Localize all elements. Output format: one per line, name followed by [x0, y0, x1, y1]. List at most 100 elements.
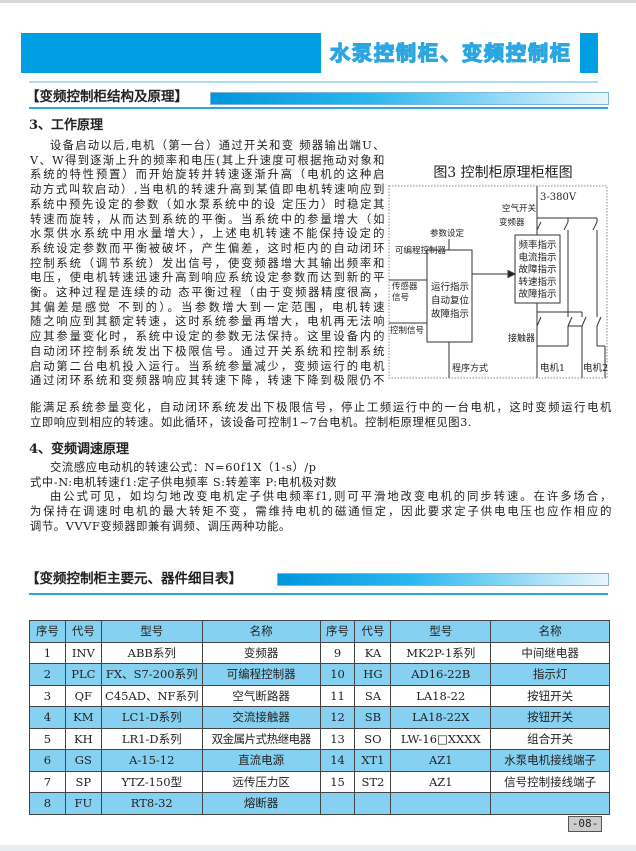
subheading-working-principle: 3、工作原理	[29, 118, 104, 133]
table-cell: FX、S7-200系列	[100, 663, 203, 686]
table-cell: C45AD、NF系列	[100, 684, 203, 707]
table-cell	[319, 792, 356, 815]
param-set-label: 参数设定	[430, 228, 465, 239]
controller-box	[426, 249, 473, 343]
table-cell: SA	[354, 684, 392, 707]
section-divider-2	[29, 593, 608, 595]
text-line: 随之响应到其额定转速，这时系统参量再增大，电机再无法响	[30, 315, 385, 329]
motor1-label: 电机1	[540, 362, 565, 374]
header-title: 水泵控制柜、变频控制柜	[329, 40, 572, 65]
table-cell: 2	[29, 663, 66, 686]
table-row: 3 QF C45AD、NF系列 空气断路器 11 SA LA18-22 按钮开关	[29, 684, 610, 707]
table-cell: 12	[319, 706, 356, 729]
text-line: 其偏差是感觉 不到的）。当参数增大到一定范围，电机转速	[30, 300, 385, 314]
text-line: 由公式可见，如均匀地改变电机定子供电频率f1,则可平滑地改变电机的同步转速。在许…	[50, 490, 612, 504]
text-line: 式中-N:电机转速f1:定子供电频率 S:转差率 P:电机极对数	[30, 475, 338, 489]
table-cell: 3	[29, 684, 66, 707]
table-cell: HG	[354, 663, 392, 686]
section-divider	[29, 107, 608, 109]
sensor-label-2: 信号	[392, 292, 409, 303]
table-cell: KM	[64, 706, 102, 729]
table-cell: LW-16□XXXX	[390, 727, 492, 750]
table-cell: 15	[319, 770, 356, 793]
table-cell: 6	[29, 749, 66, 772]
text-line: 应其参量变化时，系统中设定的参数无法保持。这里设备内的	[30, 330, 385, 344]
table-cell: 5	[29, 727, 66, 750]
table-row: 1 INV ABB系列 变频器 9 KA MK2P-1系列 中间继电器	[29, 641, 610, 664]
diagram-frame	[388, 185, 608, 379]
table-cell: SO	[354, 727, 392, 750]
plc-label: 可编程控制器	[395, 245, 447, 256]
table-cell: 空气断路器	[201, 684, 321, 707]
text-line: 自动闭环控制系统发出下极限信号。通过开关系统和控制系统	[30, 344, 385, 358]
program-mode-label: 程序方式	[452, 362, 488, 374]
table-cell: LC1-D系列	[100, 706, 203, 729]
table-cell: 9	[319, 641, 356, 664]
table-cell: 交流接触器	[201, 706, 321, 729]
table-cell: SP	[64, 770, 102, 793]
table-cell: 可编程控制器	[201, 663, 321, 686]
table-cell: 中间继电器	[490, 641, 610, 664]
table-cell: 熔断器	[201, 792, 321, 815]
table-cell: 7	[29, 770, 66, 793]
indicator-label: 故障指示	[518, 264, 556, 276]
table-cell: RT8-32	[100, 792, 203, 815]
table-row: 2 PLC FX、S7-200系列 可编程控制器 10 HG AD16-22B 指示灯	[29, 663, 610, 686]
diagram-title: 图3 控制柜原理柜框图	[433, 165, 572, 181]
table-cell: AZ1	[390, 749, 492, 772]
indicator-label: 故障指示	[431, 308, 469, 320]
section-title-bar	[210, 92, 609, 105]
table-row: 7 SP YTZ-150型 远传压力区 15 ST2 AZ1 信号控制接线端子	[29, 770, 610, 793]
table-cell: 14	[319, 749, 356, 772]
table-cell: 双金属片式热继电器	[201, 727, 321, 750]
table-cell: ST2	[354, 770, 392, 793]
components-table: 序号 代号 型号 名称 序号 代号 型号 名称 1 INV ABB系列 变频器 9 KA MK2P-1系列中…	[29, 620, 610, 815]
page-number: -08-	[568, 816, 602, 832]
column-header: 型号	[100, 620, 203, 643]
text-line: V、W得到逐渐上升的频率和电压(其上升速度可根据拖动对象和	[30, 153, 385, 167]
table-cell: MK2P-1系列	[390, 641, 492, 664]
indicator-label: 电流指示	[518, 251, 556, 263]
table-cell: ABB系列	[100, 641, 203, 664]
table-cell: LA18-22	[390, 684, 492, 707]
table-cell: 信号控制接线端子	[490, 770, 610, 793]
column-header: 序号	[319, 620, 356, 643]
text-line: 衡。这种过程是连续的动 态平衡过程（由于变频器精度很高，	[30, 286, 385, 299]
table-cell: 按钮开关	[490, 684, 610, 707]
table-cell: PLC	[64, 663, 102, 686]
table-cell: 13	[319, 727, 356, 750]
header-band	[21, 33, 321, 73]
table-cell: AD16-22B	[390, 663, 492, 686]
table-cell: QF	[64, 684, 102, 707]
table-cell: 组合开关	[490, 727, 610, 750]
table-cell: 指示灯	[490, 663, 610, 686]
table-cell	[490, 792, 610, 815]
text-line: 立即响应到相应的转速。如此循环，该设备可控制1~7台电机。控制柜原理框见图3.	[30, 415, 473, 429]
text-line: 动方式叫软启动）,当电机的转速升高到某值即电机转速响应到	[30, 183, 385, 197]
table-cell	[390, 792, 492, 815]
supply-label: 3-380V	[540, 192, 577, 203]
section-title-bar-2	[277, 573, 609, 586]
table-cell: XT1	[354, 749, 392, 772]
arrow-icon	[507, 269, 517, 279]
indicator-label: 转速指示	[518, 276, 556, 288]
text-line: 交流感应电动机的转速公式：N=60f1X（1-s）/p	[50, 461, 317, 474]
column-header: 名称	[490, 620, 610, 643]
table-cell: YTZ-150型	[100, 770, 203, 793]
table-cell: A-15-12	[100, 749, 203, 772]
column-header: 型号	[390, 620, 492, 643]
text-line: 能满足系统参量变化，自动闭环系统发出下极限信号，停止工频运行中的一台电机，这时变…	[30, 401, 612, 414]
table-cell	[354, 792, 392, 815]
table-cell: 10	[319, 663, 356, 686]
table-cell: 变频器	[201, 641, 321, 664]
section-title-components: 【变频控制柜主要元、器件细目表】	[26, 571, 242, 587]
table-cell: 1	[29, 641, 66, 664]
control-signal-label: 控制信号	[390, 325, 424, 336]
table-cell: AZ1	[390, 770, 492, 793]
indicator-label: 频率指示	[518, 239, 556, 251]
table-row: 4 KM LC1-D系列 交流接触器 12 SB LA18-22X 按钮开关	[29, 706, 610, 729]
column-header: 代号	[354, 620, 392, 643]
bottom-border	[0, 845, 636, 851]
header-band-end	[580, 33, 598, 73]
table-cell: KA	[354, 641, 392, 664]
